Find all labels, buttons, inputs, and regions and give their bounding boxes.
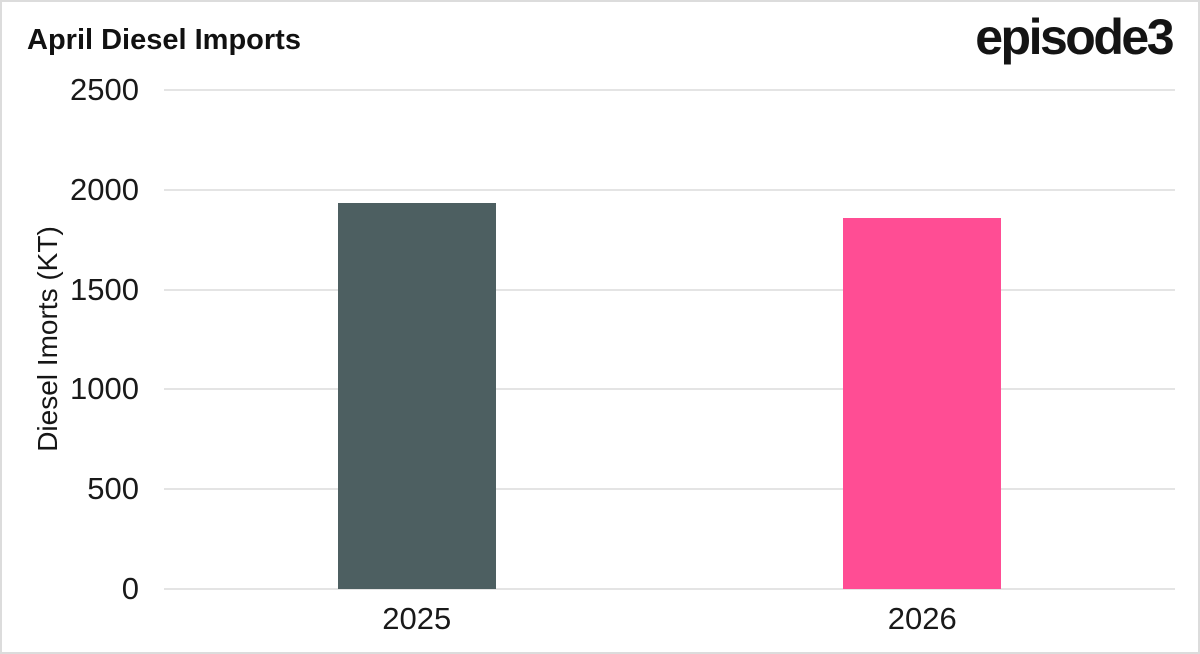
chart-title: April Diesel Imports	[27, 24, 301, 56]
gridline-2500	[164, 89, 1175, 91]
brand-logo: episode3	[975, 9, 1174, 65]
x-tick-label-2025: 2025	[382, 601, 452, 636]
y-tick-label-500: 500	[87, 471, 139, 507]
x-tick-label-2026: 2026	[887, 601, 957, 636]
y-axis-title: Diesel Imorts (KT)	[32, 226, 63, 452]
gridline-1500	[164, 288, 1175, 291]
gridline-1000	[164, 388, 1175, 391]
gridline-500	[164, 488, 1175, 491]
y-tick-label-2500: 2500	[70, 72, 139, 107]
plot-area: 0 500 1000 1500 2000 2500 2025 2026	[70, 74, 1175, 636]
gridline-0	[164, 588, 1175, 590]
y-tick-label-2000: 2000	[70, 171, 139, 207]
y-tick-label-0: 0	[121, 571, 139, 606]
y-tick-label-1500: 1500	[70, 271, 139, 307]
y-tick-label-1000: 1000	[70, 371, 139, 407]
bar-2025	[337, 202, 496, 589]
bar-2026	[843, 217, 1002, 589]
gridline-2000	[164, 188, 1175, 191]
